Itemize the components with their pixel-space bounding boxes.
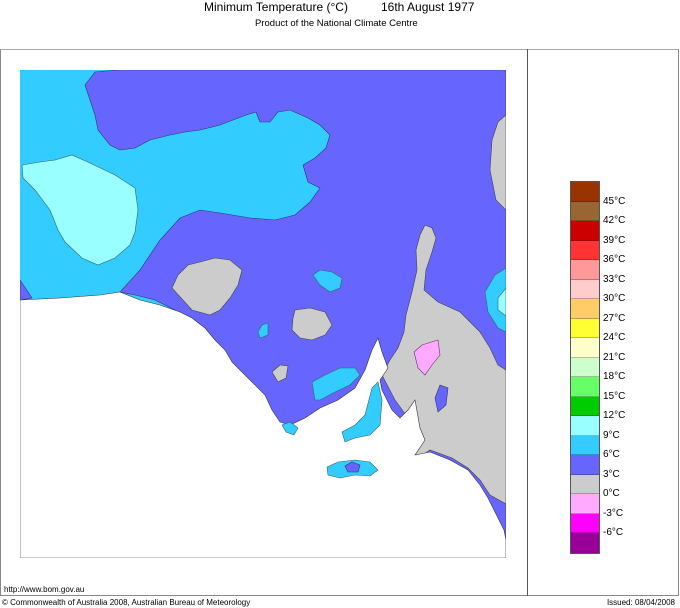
legend-label: 39°C [603, 234, 626, 246]
legend-label: 15°C [603, 390, 626, 402]
legend-label: 42°C [603, 215, 626, 226]
legend-swatch [571, 221, 599, 241]
legend-swatch [571, 260, 599, 280]
zone-3c-kangaroo [344, 461, 361, 473]
legend-swatch [571, 338, 599, 358]
legend-swatch [571, 357, 599, 377]
legend-swatch [571, 533, 599, 553]
legend-label: 9°C [603, 429, 620, 441]
chart-header: Minimum Temperature (°C) 16th August 197… [0, 0, 680, 48]
zone-0c-eyre [171, 257, 243, 316]
legend-label: 36°C [603, 254, 626, 265]
legend-label: 0°C [603, 488, 620, 499]
legend-label: -3°C [603, 507, 624, 519]
map-subtitle: Product of the National Climate Centre [255, 18, 418, 29]
legend-label: 30°C [603, 293, 626, 304]
copyright-text: © Commonwealth of Australia 2008, Austra… [2, 598, 251, 607]
zone-3c-pocket [434, 384, 449, 413]
legend-swatch [571, 279, 599, 299]
legend-label: 21°C [603, 351, 626, 363]
zone-0c-small [271, 364, 289, 383]
ocean [20, 291, 506, 558]
zone-9c-west [21, 154, 139, 266]
map-title: Minimum Temperature (°C) [204, 0, 348, 14]
legend-swatch [571, 513, 599, 533]
zone-6c-patch2 [257, 322, 269, 339]
legend-swatch [571, 416, 599, 436]
zone-6c-patch1 [312, 269, 343, 293]
map-frame [0, 49, 679, 596]
zone-6c-spencer [311, 367, 361, 401]
issued-date: Issued: 08/04/2008 [606, 598, 675, 607]
legend-label: 45°C [603, 195, 626, 207]
legend-swatch [571, 435, 599, 455]
temperature-map [20, 70, 506, 558]
zone-6c-yorke [341, 381, 383, 443]
legend-label: -6°C [603, 527, 624, 538]
legend-label: 12°C [603, 410, 626, 421]
legend-swatch [571, 240, 599, 260]
legend-swatch [571, 299, 599, 319]
zone-0c-gawler [291, 307, 333, 341]
legend-label: 27°C [603, 312, 626, 324]
zone-9c-east [497, 287, 506, 317]
legend-label: 6°C [603, 449, 620, 460]
legend-swatch [571, 474, 599, 494]
legend-label: 18°C [603, 371, 626, 382]
legend-swatch [571, 182, 599, 202]
zone-6c-tip [281, 421, 299, 436]
legend-label: 3°C [603, 468, 620, 480]
legend-swatch [571, 455, 599, 475]
zone-0c-northeast [489, 114, 506, 211]
zone-6c-east [484, 267, 506, 333]
legend-label: 24°C [603, 332, 626, 343]
zone-neg3c [413, 339, 441, 376]
legend-swatch [571, 396, 599, 416]
bom-link[interactable]: http://www.bom.gov.au [4, 585, 85, 594]
map-date: 16th August 1977 [381, 0, 475, 14]
legend-swatch [571, 377, 599, 397]
legend-swatch [571, 201, 599, 221]
legend-swatch [571, 318, 599, 338]
zone-3c-west [20, 279, 33, 301]
legend-swatch [571, 494, 599, 514]
panel-divider [527, 49, 528, 596]
color-legend [570, 181, 600, 554]
legend-label: 33°C [603, 273, 626, 285]
